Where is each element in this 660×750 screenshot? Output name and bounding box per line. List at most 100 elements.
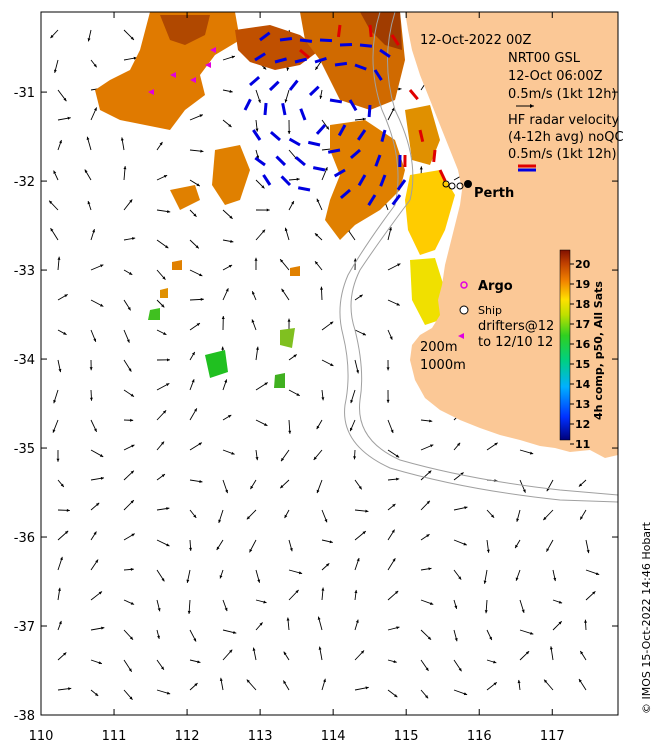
current-arrow-head bbox=[163, 332, 167, 335]
isobath-1000m bbox=[339, 12, 618, 503]
current-arrow-head bbox=[457, 442, 461, 447]
current-arrow-head bbox=[419, 166, 423, 170]
current-arrow-head bbox=[53, 170, 57, 174]
current-arrow-head bbox=[129, 636, 134, 640]
current-arrow-head bbox=[187, 610, 191, 614]
current-arrow-head bbox=[486, 549, 490, 553]
current-arrow-head bbox=[288, 430, 292, 434]
current-arrow-head bbox=[130, 601, 135, 605]
hf-blue-arrow bbox=[334, 61, 348, 67]
sst-patch-coastal-yellow bbox=[405, 170, 455, 255]
current-arrow-head bbox=[516, 518, 520, 522]
current-arrow-head bbox=[296, 177, 300, 181]
x-tick-label: 117 bbox=[540, 729, 565, 744]
current-arrow-head bbox=[316, 489, 320, 494]
hf-scale-arrows bbox=[518, 164, 536, 172]
current-arrow-head bbox=[193, 514, 197, 518]
current-arrow-head bbox=[544, 679, 548, 683]
current-arrow-head bbox=[59, 556, 63, 561]
hf-blue-arrow bbox=[252, 129, 262, 141]
hf-red-arrow bbox=[432, 149, 437, 163]
current-arrow-head bbox=[428, 567, 432, 571]
current-arrow-head bbox=[558, 621, 562, 625]
hf-blue-arrow bbox=[359, 43, 373, 48]
ship-legend-icon bbox=[459, 305, 469, 315]
current-arrow-head bbox=[362, 531, 366, 535]
current-arrow-head bbox=[264, 423, 268, 426]
current-arrow-head bbox=[50, 228, 54, 232]
current-arrow-head bbox=[490, 514, 495, 518]
current-arrow-head bbox=[89, 397, 93, 401]
current-arrow-head bbox=[427, 636, 432, 640]
current-arrow-head bbox=[314, 233, 319, 237]
current-arrow-head bbox=[324, 518, 328, 523]
current-arrow-head bbox=[264, 382, 268, 386]
current-arrow-head bbox=[224, 607, 228, 612]
current-arrow-head bbox=[67, 116, 71, 120]
colorbar-tick-label: 17 bbox=[575, 318, 590, 331]
current-arrow-head bbox=[391, 107, 395, 111]
x-tick-label: 116 bbox=[467, 729, 492, 744]
current-arrow-head bbox=[298, 571, 303, 575]
current-arrow-head bbox=[229, 649, 233, 653]
sst-patch-green-2 bbox=[205, 350, 228, 378]
hf-blue-arrow bbox=[280, 175, 292, 187]
current-arrow-head bbox=[362, 332, 366, 336]
current-arrow-head bbox=[522, 489, 526, 493]
drifter-legend-icon bbox=[458, 333, 464, 339]
current-arrow-head bbox=[167, 210, 171, 214]
current-arrow-head bbox=[365, 686, 369, 690]
current-arrow-head bbox=[162, 276, 166, 280]
current-arrow-head bbox=[525, 651, 530, 655]
map-date: 12-Oct-2022 00Z bbox=[420, 33, 532, 48]
current-arrow-head bbox=[280, 485, 284, 489]
current-arrow-head bbox=[356, 370, 360, 374]
current-arrow-head bbox=[246, 679, 250, 683]
current-arrow-head bbox=[396, 626, 400, 630]
sst-patch-hot-1 bbox=[160, 15, 210, 45]
hf-blue-arrow bbox=[308, 85, 320, 97]
current-arrow-head bbox=[329, 321, 334, 325]
current-arrow-head bbox=[98, 661, 102, 665]
y-tick-label: -31 bbox=[14, 86, 35, 101]
current-arrow-head bbox=[494, 442, 498, 446]
current-arrow-head bbox=[262, 229, 266, 233]
current-arrow-head bbox=[100, 476, 104, 480]
current-arrow-head bbox=[57, 256, 61, 260]
current-arrow-head bbox=[261, 185, 265, 189]
current-arrow-head bbox=[221, 316, 225, 320]
current-arrow-head bbox=[493, 660, 497, 664]
current-arrow-head bbox=[426, 534, 430, 538]
current-arrow-head bbox=[128, 271, 133, 275]
hf-blue-arrow bbox=[268, 80, 280, 92]
current-arrow-head bbox=[133, 56, 137, 60]
current-arrow-head bbox=[249, 549, 253, 553]
current-arrow-head bbox=[129, 199, 133, 203]
current-arrow-head bbox=[84, 169, 88, 173]
current-arrow-head bbox=[66, 508, 70, 512]
current-arrow-head bbox=[193, 638, 197, 642]
current-arrow-head bbox=[50, 34, 54, 39]
hf-scale: 0.5m/s (1kt 12h) bbox=[508, 147, 617, 162]
current-arrow-head bbox=[131, 444, 135, 448]
current-arrow-head bbox=[354, 589, 358, 594]
current-arrow-head bbox=[362, 117, 366, 121]
current-arrow-head bbox=[255, 128, 259, 132]
current-arrow-head bbox=[130, 470, 134, 474]
model-scale: 0.5m/s (1kt 12h) bbox=[508, 87, 617, 102]
credit-text: © IMOS 15-Oct-2022 14:46 Hobart bbox=[640, 521, 653, 714]
current-arrow-head bbox=[489, 636, 492, 641]
current-arrow-head bbox=[325, 126, 329, 130]
current-arrow-head bbox=[252, 647, 256, 651]
current-arrow-head bbox=[252, 291, 255, 295]
current-arrow-head bbox=[425, 667, 429, 671]
current-arrow-head bbox=[389, 336, 393, 340]
perth-label: Perth bbox=[474, 186, 514, 201]
current-arrow-head bbox=[162, 410, 167, 414]
hf-blue-arrow bbox=[288, 79, 299, 91]
current-arrow-head bbox=[224, 379, 228, 383]
current-arrow-head bbox=[493, 682, 497, 686]
current-arrow-head bbox=[543, 516, 547, 521]
hf-red-arrow bbox=[336, 24, 342, 38]
current-arrow-head bbox=[68, 687, 72, 691]
